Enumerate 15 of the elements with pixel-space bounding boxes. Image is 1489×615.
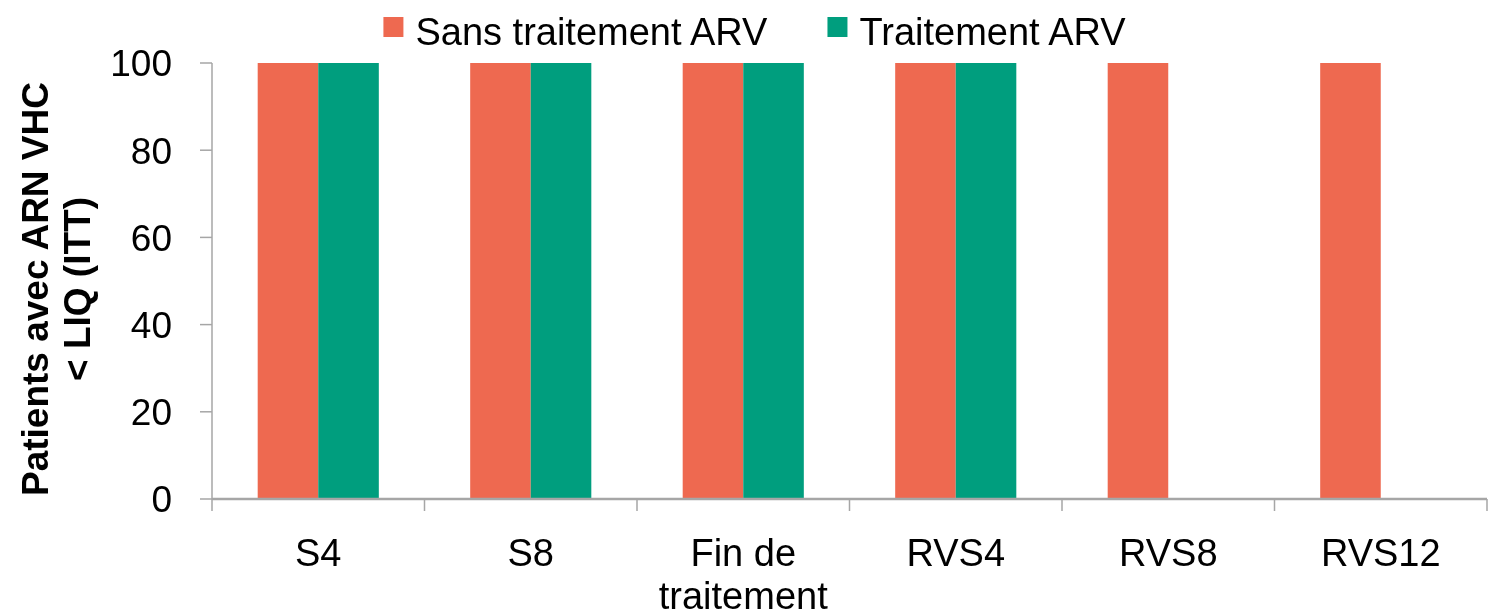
x-tick-label: S8: [507, 532, 554, 574]
legend-label: Traitement ARV: [859, 11, 1127, 53]
y-tick-label: 80: [130, 130, 172, 172]
x-tick-label: Fin de traitement: [658, 532, 829, 615]
legend-label: Sans traitement ARV: [415, 11, 769, 53]
y-tick-label: 60: [130, 217, 172, 259]
y-tick-label: 40: [130, 304, 172, 346]
y-tick-label: 100: [110, 43, 172, 85]
x-tick-label: RVS8: [1118, 532, 1218, 574]
y-axis-title: Patients avec ARN VHC < LIQ (ITT): [15, 82, 98, 496]
x-tick-label: RVS12: [1320, 532, 1441, 574]
y-tick-label: 20: [130, 392, 172, 434]
x-tick-label: RVS4: [906, 532, 1006, 574]
y-tick-label: 0: [151, 479, 172, 521]
x-tick-label: S4: [295, 532, 342, 574]
